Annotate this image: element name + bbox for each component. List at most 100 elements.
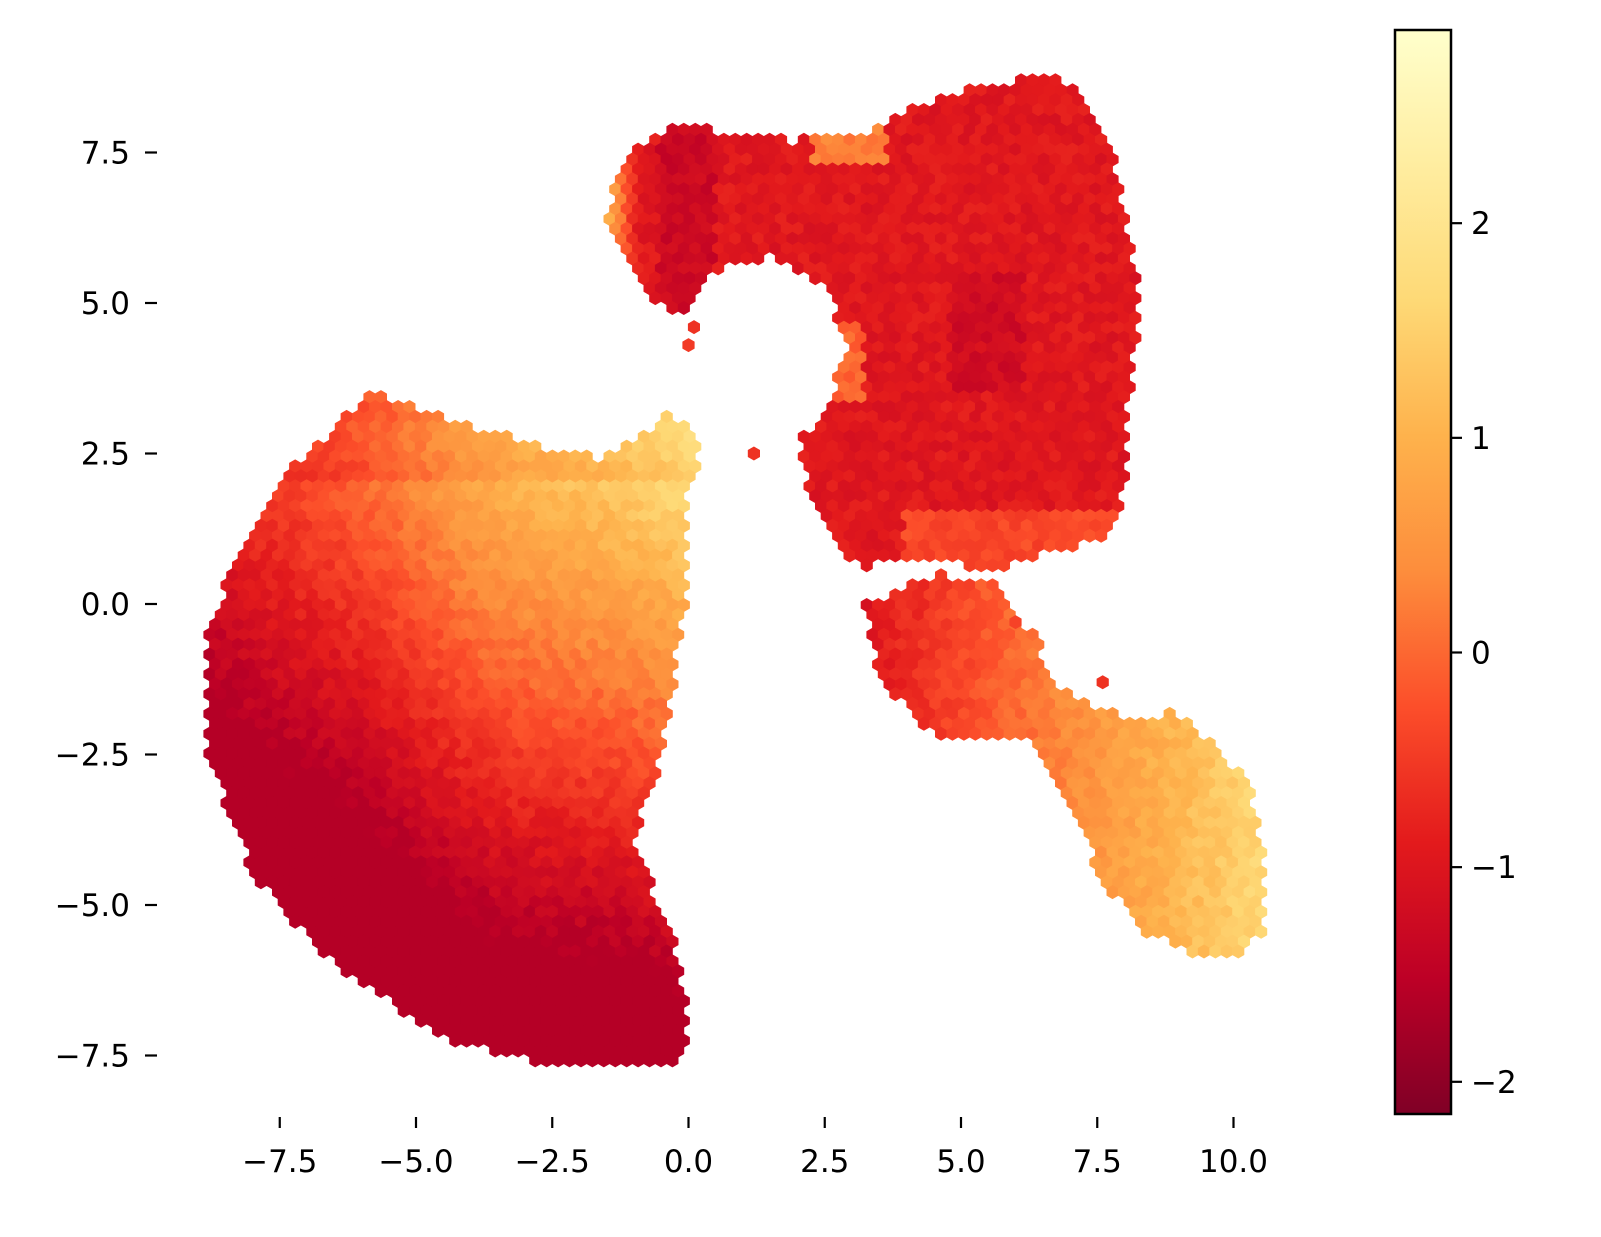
hex-cell-left-fan — [363, 805, 376, 820]
hex-cell-top-lobe — [1095, 291, 1108, 306]
hex-cell-left-fan — [283, 548, 296, 563]
hex-cell-lower-right-arm — [1089, 776, 1102, 791]
hex-cell-top-lobe — [1037, 152, 1050, 167]
hex-cell-left-fan — [254, 538, 267, 553]
hex-cell-left-fan — [592, 607, 605, 622]
hex-cell-top-lobe — [986, 320, 999, 335]
hex-cell-left-fan — [243, 736, 256, 751]
hex-cell-top-lobe — [1049, 152, 1062, 167]
hex-cell-top-lobe — [997, 419, 1010, 434]
hex-cell-left-fan — [420, 825, 433, 840]
hex-cell-left-fan — [609, 1053, 622, 1068]
hex-cell-top-lobe — [717, 231, 730, 246]
hex-cell-top-lobe — [940, 380, 953, 395]
hex-cell-lower-right-arm — [1123, 736, 1136, 751]
hex-cell-top-lobe — [1095, 449, 1108, 464]
hex-cell-left-fan — [266, 855, 279, 870]
hex-cell-left-fan — [472, 538, 485, 553]
hex-cell-left-fan — [277, 657, 290, 672]
hex-cell-lower-right-arm — [1066, 716, 1079, 731]
hex-cell-left-fan — [449, 895, 462, 909]
hex-cell-left-fan — [454, 607, 467, 622]
hex-cell-left-fan — [597, 598, 610, 612]
hex-cell-top-lobe — [986, 479, 999, 494]
hex-cell-left-fan — [580, 1023, 593, 1038]
hex-cell-left-fan — [243, 815, 256, 830]
hex-cell-left-fan — [523, 508, 536, 523]
hex-cell-top-lobe — [746, 221, 759, 236]
colorbar-tick-label: −2 — [1471, 1065, 1517, 1101]
hex-cell-left-fan — [317, 528, 330, 543]
hex-cell-lower-right-arm — [1077, 756, 1090, 771]
hex-cell-top-lobe — [986, 162, 999, 177]
hex-cell-top-lobe — [1003, 251, 1016, 266]
hex-cell-top-lobe — [895, 518, 908, 533]
hex-cell-top-lobe — [935, 251, 948, 266]
hex-cell-left-fan — [517, 558, 530, 573]
hex-cell-left-fan — [506, 677, 519, 692]
hex-cell-left-fan — [369, 400, 382, 414]
hex-cell-top-lobe — [1049, 172, 1062, 187]
hex-cell-left-fan — [489, 449, 502, 464]
hex-cell-left-fan — [534, 726, 547, 741]
hex-cell-top-lobe — [1026, 73, 1039, 88]
hex-cell-top-lobe — [929, 419, 942, 434]
hex-cell-lower-right-arm — [1083, 786, 1096, 801]
hex-cell-left-fan — [397, 687, 410, 702]
hex-cell-left-fan — [574, 538, 587, 553]
hex-cell-top-lobe — [826, 400, 839, 414]
hex-cell-lower-right-arm — [957, 607, 970, 622]
hex-cell-left-fan — [329, 924, 342, 939]
hex-cell-left-fan — [403, 598, 416, 612]
hex-cell-top-lobe — [694, 152, 707, 167]
hex-cell-left-fan — [340, 627, 353, 642]
hex-cell-left-fan — [483, 558, 496, 573]
hex-cell-top-lobe — [946, 548, 959, 563]
hex-cell-lower-right-arm — [1135, 895, 1148, 909]
hex-cell-lower-right-arm — [923, 687, 936, 702]
hex-cell-lower-right-arm — [1163, 904, 1176, 919]
hex-cell-left-fan — [277, 895, 290, 909]
hex-cell-left-fan — [272, 726, 285, 741]
hex-cell-top-lobe — [1089, 360, 1102, 375]
hex-cell-left-fan — [346, 776, 359, 791]
hex-cell-left-fan — [312, 499, 325, 513]
hex-cell-top-lobe — [729, 172, 742, 187]
hex-cell-left-fan — [300, 815, 313, 830]
hex-cell-left-fan — [512, 726, 525, 741]
hex-cell-left-fan — [494, 736, 507, 751]
hex-cell-left-fan — [620, 578, 633, 593]
hex-cell-top-lobe — [935, 172, 948, 187]
hex-cell-left-fan — [620, 1013, 633, 1028]
hex-cell-top-lobe — [1095, 350, 1108, 365]
hex-cell-left-fan — [620, 499, 633, 513]
hex-cell-top-lobe — [957, 112, 970, 127]
hex-cell-lower-right-arm — [923, 588, 936, 603]
hex-cell-left-fan — [420, 469, 433, 484]
hex-cell-top-lobe — [1043, 301, 1056, 315]
hex-cell-left-fan — [317, 706, 330, 721]
hex-cell-top-lobe — [1032, 340, 1045, 355]
hex-cell-left-fan — [677, 439, 690, 454]
hex-cell-left-fan — [614, 508, 627, 523]
hex-cell-top-lobe — [952, 380, 965, 395]
hex-cell-top-lobe — [700, 182, 713, 197]
hex-cell-lower-right-arm — [929, 578, 942, 593]
hex-cell-lower-right-arm — [1129, 885, 1142, 900]
hex-cell-lower-right-arm — [1095, 746, 1108, 761]
hex-cell-left-fan — [557, 568, 570, 583]
hex-cell-lower-right-arm — [1169, 835, 1182, 850]
hex-cell-left-fan — [506, 875, 519, 890]
hex-cell-left-fan — [249, 687, 262, 702]
hex-cell-top-lobe — [763, 211, 776, 226]
hex-cell-top-lobe — [1026, 310, 1039, 325]
hex-cell-left-fan — [632, 518, 645, 533]
hex-cell-top-lobe — [837, 360, 850, 375]
hex-cell-left-fan — [580, 706, 593, 721]
hex-cell-lower-right-arm — [935, 647, 948, 662]
hex-cell-left-fan — [597, 875, 610, 890]
hex-cell-left-fan — [563, 756, 576, 771]
hex-cell-top-lobe — [957, 211, 970, 226]
hex-cell-lower-right-arm — [1169, 934, 1182, 949]
hex-cell-left-fan — [357, 796, 370, 810]
